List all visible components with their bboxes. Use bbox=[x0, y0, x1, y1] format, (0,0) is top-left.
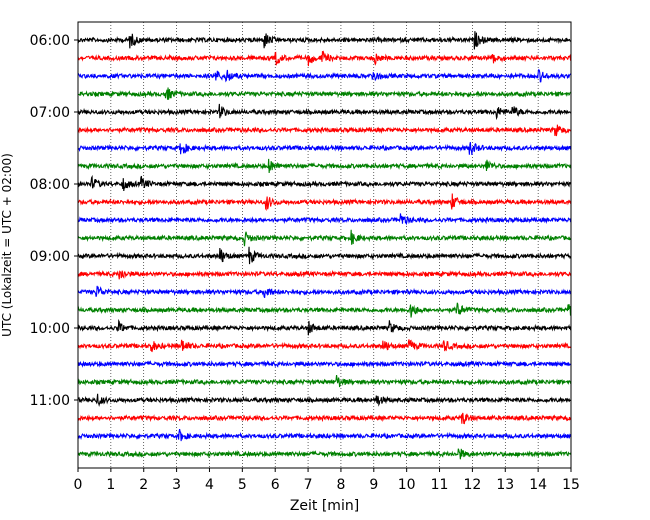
seismic-trace bbox=[77, 339, 572, 353]
seismic-trace bbox=[77, 124, 572, 137]
seismic-trace bbox=[77, 193, 572, 212]
seismic-trace bbox=[77, 285, 572, 299]
x-tick-label: 12 bbox=[463, 477, 481, 493]
seismic-trace bbox=[77, 142, 572, 156]
y-tick-label: 09:00 bbox=[30, 249, 70, 265]
x-tick-label: 14 bbox=[529, 477, 547, 493]
seismic-trace bbox=[77, 393, 572, 407]
seismic-trace bbox=[77, 412, 572, 425]
x-axis-label: Zeit [min] bbox=[290, 498, 359, 514]
seismic-trace bbox=[77, 103, 572, 121]
seismic-trace bbox=[77, 31, 572, 50]
seismic-trace bbox=[77, 174, 572, 192]
x-tick-label: 4 bbox=[205, 477, 214, 493]
grid-lines bbox=[110, 22, 539, 468]
seismic-trace bbox=[77, 374, 572, 388]
x-tick-label: 8 bbox=[336, 477, 345, 493]
y-tick-label: 11:00 bbox=[30, 393, 70, 409]
x-tick-label: 10 bbox=[398, 477, 416, 493]
y-tick-label: 06:00 bbox=[30, 33, 70, 49]
x-tick-label: 15 bbox=[562, 477, 580, 493]
x-tick-label: 13 bbox=[496, 477, 514, 493]
seismic-trace bbox=[77, 448, 572, 460]
x-tick-label: 1 bbox=[106, 477, 115, 493]
seismic-trace bbox=[77, 359, 572, 369]
x-tick-label: 0 bbox=[74, 477, 83, 493]
y-tick-label: 07:00 bbox=[30, 105, 70, 121]
x-tick-label: 7 bbox=[304, 477, 313, 493]
seismic-trace bbox=[77, 246, 572, 265]
y-axis-label: UTC (Lokalzeit = UTC + 02:00) bbox=[0, 153, 14, 337]
y-tick-label: 08:00 bbox=[30, 177, 70, 193]
seismic-trace bbox=[77, 87, 572, 100]
x-tick-label: 9 bbox=[369, 477, 378, 493]
seismic-trace bbox=[77, 68, 572, 83]
seismic-trace bbox=[77, 158, 572, 173]
x-tick-label: 5 bbox=[238, 477, 247, 493]
x-tick-label: 11 bbox=[431, 477, 449, 493]
trace-group bbox=[77, 31, 572, 460]
seismic-trace bbox=[77, 318, 572, 336]
x-tick-label: 3 bbox=[172, 477, 181, 493]
plot-frame bbox=[77, 21, 572, 469]
seismic-trace bbox=[77, 50, 572, 67]
x-tick-label: 2 bbox=[139, 477, 148, 493]
seismic-trace bbox=[77, 229, 572, 247]
x-tick-label: 6 bbox=[271, 477, 280, 493]
seismic-trace bbox=[77, 302, 572, 318]
y-tick-label: 10:00 bbox=[30, 321, 70, 337]
seismic-trace bbox=[77, 213, 572, 226]
y-axis: 06:00 07:00 08:00 09:00 10:00 11:00 bbox=[30, 33, 78, 409]
seismic-trace bbox=[77, 429, 572, 442]
seismic-trace bbox=[77, 269, 572, 280]
x-axis: 0 1 2 3 4 5 6 7 8 9 10 11 12 13 14 15 bbox=[74, 468, 580, 493]
